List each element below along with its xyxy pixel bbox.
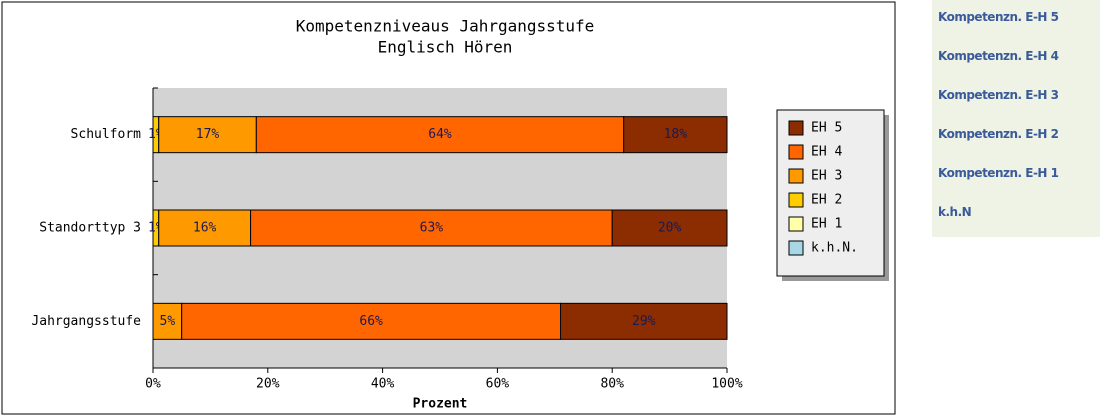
bar-segment [158, 209, 252, 247]
legend-swatch [788, 168, 804, 184]
x-tick-label: 0% [145, 377, 161, 392]
y-tick-label: Standorttyp 3 [39, 221, 141, 236]
legend-label: k.h.N. [811, 241, 858, 256]
legend-label: EH 3 [811, 169, 842, 184]
data-label: 5% [160, 314, 176, 329]
bar-segment [560, 302, 728, 340]
x-tick-label: 40% [371, 377, 395, 392]
legend-swatch [788, 144, 804, 160]
x-tick-label: 20% [256, 377, 280, 392]
sidebar-link[interactable]: Kompetenzn. E-H 4 [938, 49, 1059, 63]
legend-swatch [788, 240, 804, 256]
legend-label: EH 1 [811, 217, 842, 232]
x-axis-label: Prozent [413, 397, 468, 412]
data-label: 20% [658, 221, 682, 236]
data-label: 18% [664, 127, 688, 142]
y-tick-label: Jahrgangsstufe [31, 314, 141, 329]
data-label: 16% [193, 221, 217, 236]
sidebar-link[interactable]: Kompetenzn. E-H 2 [938, 127, 1059, 141]
legend-label: EH 5 [811, 121, 842, 136]
sidebar-link[interactable]: Kompetenzn. E-H 1 [938, 166, 1059, 180]
chart: Kompetenzniveaus Jahrgangsstufe Englisch… [1, 1, 896, 415]
bar-segment [158, 116, 257, 154]
bar-segment [611, 209, 728, 247]
data-label: 63% [420, 221, 444, 236]
x-tick-label: 80% [600, 377, 624, 392]
sidebar-link[interactable]: Kompetenzn. E-H 5 [938, 10, 1059, 24]
chart-subtitle: Englisch Hören [378, 38, 513, 57]
y-tick-label: Schulform [71, 127, 142, 142]
bar-segment [152, 302, 183, 340]
data-label: 17% [196, 127, 220, 142]
legend-label: EH 2 [811, 193, 842, 208]
bar-segment [623, 116, 728, 154]
legend-label: EH 4 [811, 145, 842, 160]
chart-title: Kompetenzniveaus Jahrgangsstufe [296, 17, 595, 36]
legend-swatch [788, 192, 804, 208]
sidebar: Kompetenzn. E-H 5 Kompetenzn. E-H 4 Kompet… [932, 0, 1100, 237]
x-tick-label: 100% [711, 377, 742, 392]
legend-swatch [788, 216, 804, 232]
data-label: 64% [428, 127, 452, 142]
data-label: 29% [632, 314, 656, 329]
bar-segment [181, 302, 562, 340]
sidebar-link[interactable]: Kompetenzn. E-H 3 [938, 88, 1059, 102]
data-label: 66% [359, 314, 383, 329]
legend-swatch [788, 120, 804, 136]
x-tick-label: 60% [486, 377, 510, 392]
sidebar-link[interactable]: k.h.N [938, 205, 972, 219]
